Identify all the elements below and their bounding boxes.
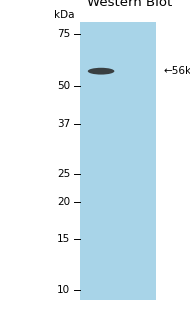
Text: 20: 20 bbox=[57, 197, 70, 207]
Text: ←56kDa: ←56kDa bbox=[163, 66, 190, 76]
Text: kDa: kDa bbox=[54, 10, 74, 20]
Text: 75: 75 bbox=[57, 29, 70, 39]
Text: 50: 50 bbox=[57, 81, 70, 91]
Text: Western Blot: Western Blot bbox=[87, 0, 173, 9]
Text: 37: 37 bbox=[57, 119, 70, 129]
Text: 15: 15 bbox=[57, 234, 70, 244]
Text: 10: 10 bbox=[57, 286, 70, 295]
Text: 25: 25 bbox=[57, 169, 70, 179]
